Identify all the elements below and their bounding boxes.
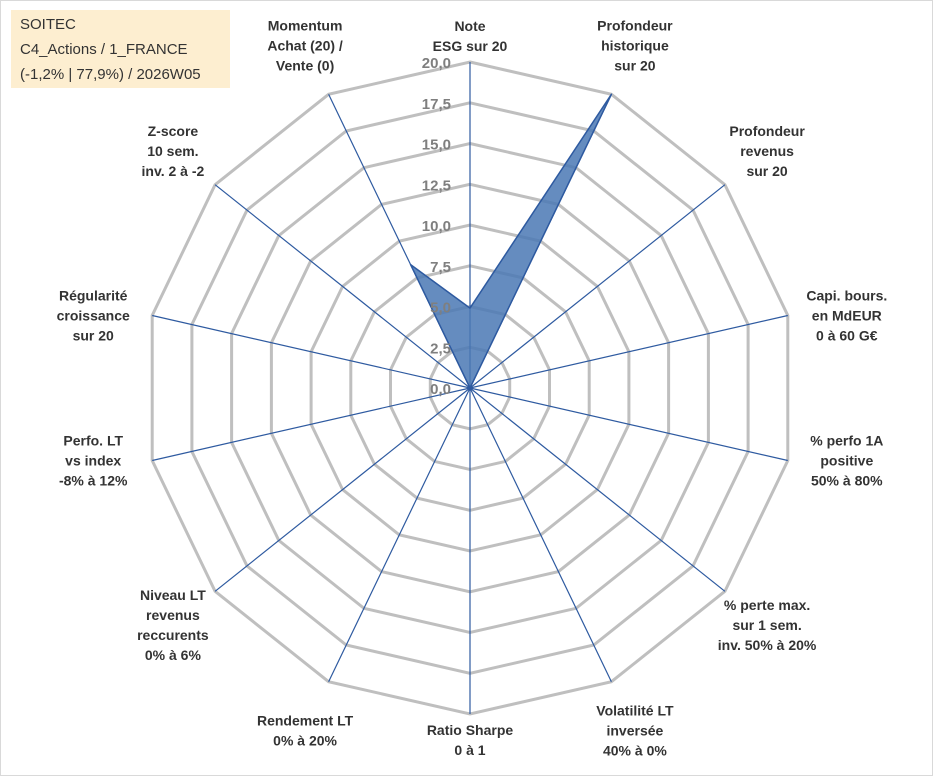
axis-label-line: 0% à 20% (273, 732, 337, 748)
axis-spoke (152, 387, 471, 462)
axis-label-line: revenus (146, 607, 200, 623)
axis-label-line: Profondeur (729, 123, 805, 139)
axis-label-line: -8% à 12% (59, 473, 128, 489)
series-area (409, 93, 613, 389)
axis-label: Profondeur historique sur 20 (597, 18, 673, 74)
axis-spoke (469, 387, 612, 682)
axis-label-line: inv. 2 à -2 (142, 163, 205, 179)
axis-spoke (214, 387, 471, 592)
axis-label-line: Perfo. LT (63, 433, 123, 449)
axis-label: Rendement LT 0% à 20% (257, 712, 354, 748)
axis-label-line: reccurents (137, 627, 209, 643)
axis-label-line: Vente (0) (276, 58, 334, 74)
axis-label: Volatilité LT inversée 40% à 0% (596, 702, 674, 758)
axis-label-line: 40% à 0% (603, 742, 667, 758)
axis-label-line: croissance (57, 308, 130, 324)
axis-label-line: sur 20 (746, 163, 787, 179)
axis-spoke (469, 184, 726, 389)
axis-label-line: inv. 50% à 20% (718, 637, 817, 653)
axis-label: Profondeur revenus sur 20 (729, 123, 805, 179)
axis-label-line: inversée (606, 722, 663, 738)
axis-label-line: Niveau LT (140, 587, 206, 603)
axis-label-line: 0 à 1 (454, 742, 485, 758)
axis-label-line: Achat (20) / (267, 38, 343, 54)
axis-spoke (328, 387, 471, 682)
tick-label: 20,0 (422, 55, 451, 72)
tick-label: 5,0 (430, 300, 451, 317)
axis-label-line: Profondeur (597, 18, 673, 34)
axis-label-line: Z-score (148, 123, 199, 139)
info-box: SOITEC C4_Actions / 1_FRANCE (-1,2% | 77… (11, 10, 230, 88)
axis-label: % perte max. sur 1 sem. inv. 50% à 20% (718, 597, 817, 653)
axis-label: Perfo. LT vs index -8% à 12% (59, 433, 128, 489)
info-stats: (-1,2% | 77,9%) / 2026W05 (20, 66, 201, 83)
axis-label-line: revenus (740, 143, 794, 159)
axis-label-line: Momentum (268, 18, 343, 34)
axis-label-line: historique (601, 38, 669, 54)
info-company: SOITEC (20, 16, 76, 33)
tick-label: 17,5 (422, 96, 451, 113)
axis-label-line: 10 sem. (147, 143, 198, 159)
axis-label-line: % perfo 1A (810, 433, 883, 449)
axis-label-line: en MdEUR (812, 308, 882, 324)
axis-label-line: 0 à 60 G€ (816, 328, 878, 344)
axis-label-line: % perte max. (724, 597, 810, 613)
axis-spoke (214, 184, 471, 389)
axis-spoke (469, 314, 788, 389)
axis-label: Z-score 10 sem. inv. 2 à -2 (142, 123, 205, 179)
axis-spoke (152, 314, 471, 389)
axis-label-line: sur 1 sem. (732, 617, 801, 633)
axis-label: Ratio Sharpe 0 à 1 (427, 722, 514, 758)
series (409, 93, 613, 389)
tick-label: 2,5 (430, 340, 451, 357)
tick-label: 7,5 (430, 259, 451, 276)
axis-label-line: sur 20 (73, 328, 114, 344)
info-category: C4_Actions / 1_FRANCE (20, 41, 188, 58)
axis-label-line: ESG sur 20 (433, 38, 508, 54)
tick-label: 15,0 (422, 137, 451, 154)
tick-label: 12,5 (422, 177, 451, 194)
axis-label-line: Rendement LT (257, 712, 354, 728)
axis-label-line: Capi. bours. (806, 288, 887, 304)
axis-label-line: Ratio Sharpe (427, 722, 514, 738)
spokes (152, 62, 788, 714)
axis-label-line: 0% à 6% (145, 647, 202, 663)
axis-spoke (469, 387, 788, 462)
axis-label: Note ESG sur 20 (433, 18, 508, 54)
axis-label: Régularité croissance sur 20 (57, 288, 130, 344)
axis-label: Niveau LT revenus reccurents 0% à 6% (137, 587, 209, 663)
axis-labels: Note ESG sur 20 Profondeur historique sur 20… (57, 18, 888, 759)
axis-label-line: 50% à 80% (811, 473, 883, 489)
axis-label: % perfo 1A positive 50% à 80% (810, 433, 883, 489)
tick-labels: 0,0 2,5 5,0 7,5 10,0 12,5 15,0 17,5 20,0 (422, 55, 451, 398)
axis-label: Capi. bours. en MdEUR 0 à 60 G€ (806, 288, 887, 344)
axis-label-line: Volatilité LT (596, 702, 674, 718)
axis-label-line: Note (454, 18, 485, 34)
axis-label-line: vs index (65, 453, 121, 469)
axis-label-line: sur 20 (614, 58, 655, 74)
axis-label: Momentum Achat (20) / Vente (0) (267, 18, 343, 74)
axis-spoke (469, 387, 726, 592)
tick-label: 10,0 (422, 218, 451, 235)
tick-label: 0,0 (430, 381, 451, 398)
axis-label-line: Régularité (59, 288, 128, 304)
axis-label-line: positive (820, 453, 873, 469)
